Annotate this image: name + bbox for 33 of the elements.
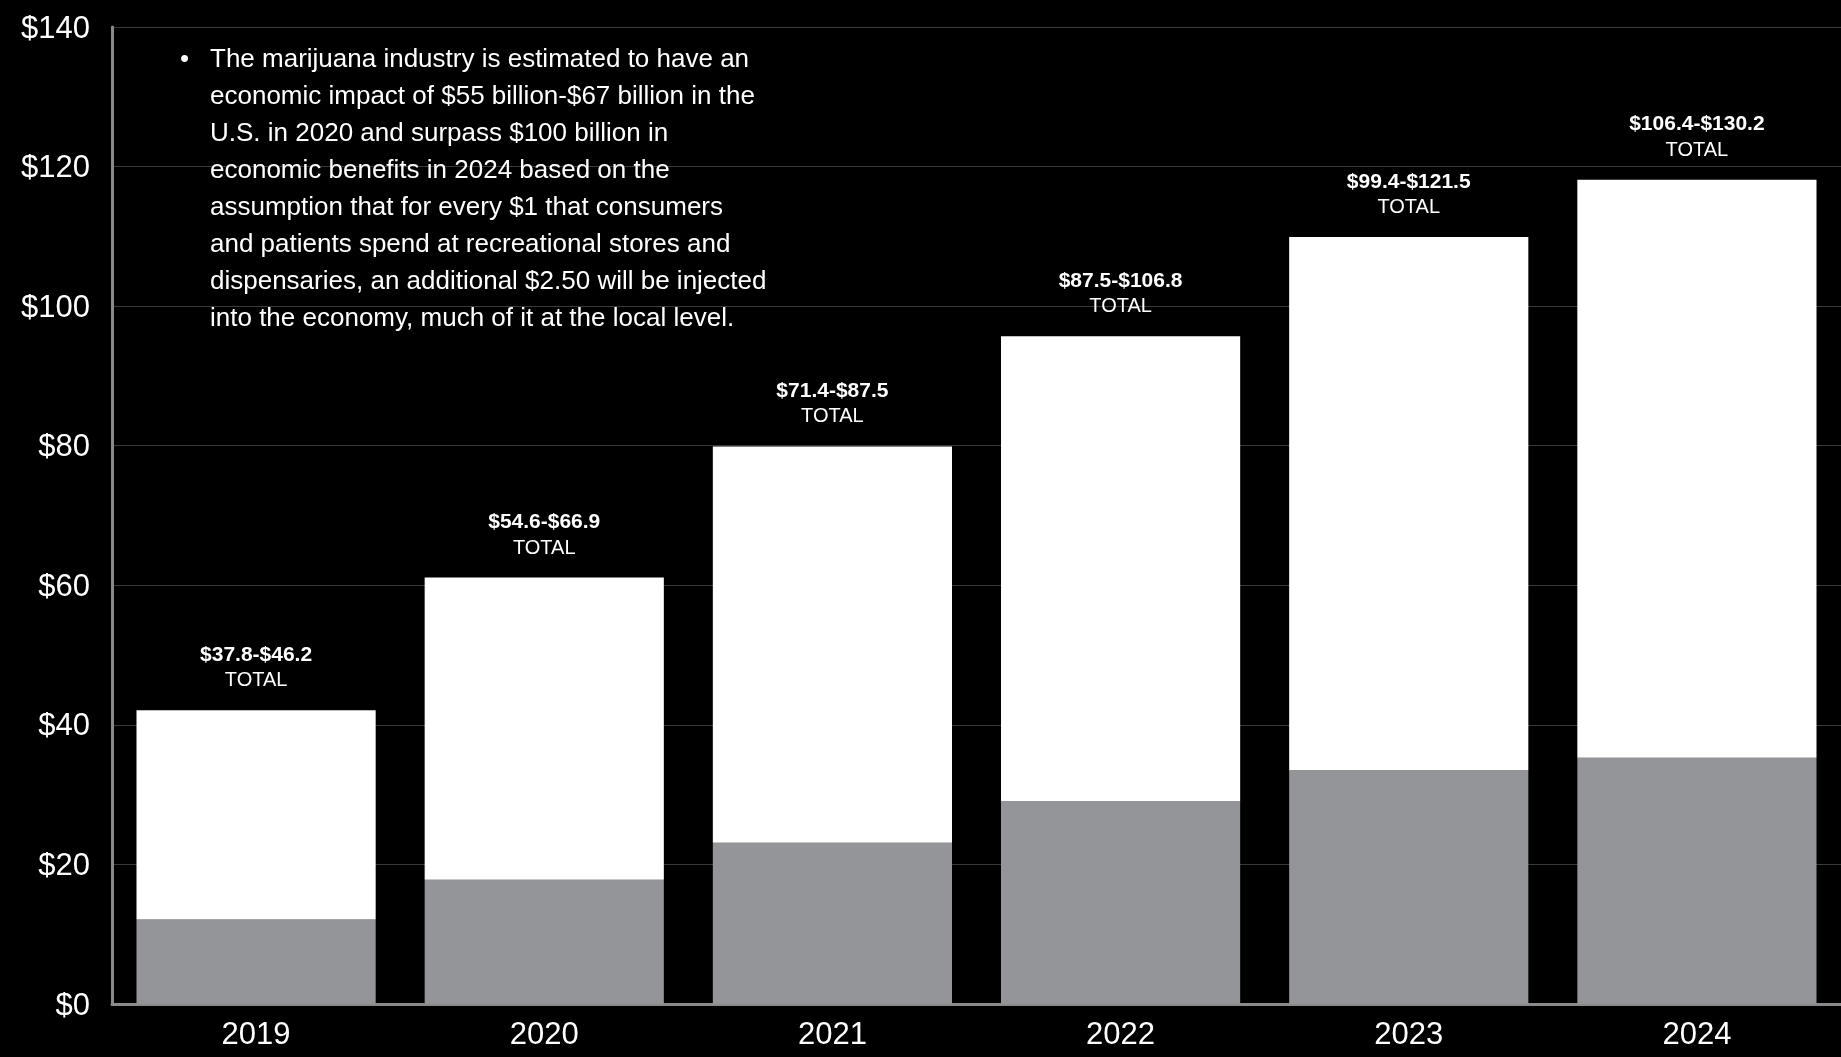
bar: [1577, 757, 1817, 1004]
x-tick-label: 2020: [509, 1016, 579, 1051]
bar: [712, 446, 953, 843]
y-tick-label: $100: [21, 288, 90, 324]
bar: [424, 577, 664, 880]
total-label: $106.4-$130.2 TOTAL: [1629, 111, 1765, 160]
total-label: $54.6-$66.9 TOTAL: [488, 509, 601, 558]
bar: [1289, 770, 1529, 1004]
x-tick-label: 2019: [221, 1016, 291, 1051]
bar: [1000, 800, 1241, 1004]
y-tick-label: $0: [55, 986, 90, 1022]
bar: [136, 919, 376, 1004]
x-tick-label: 2024: [1662, 1016, 1732, 1051]
total-label: $99.4-$121.5 TOTAL: [1346, 168, 1471, 218]
total-label: $87.5-$106.8 TOTAL: [1058, 267, 1183, 317]
bar: [1000, 336, 1241, 801]
x-tick-label: 2023: [1374, 1016, 1444, 1051]
y-tick-label: $140: [21, 9, 90, 45]
x-tick-label: 2021: [797, 1016, 867, 1051]
bar: [424, 879, 664, 1004]
bar: [712, 842, 953, 1004]
bar: [136, 710, 376, 920]
y-tick-label: $80: [38, 428, 90, 464]
annotation: • The marijuana industry is estimated to have an economic impact of $55 billion-$67 billion in the U.S. in 2020 and surpass $100 billion in economic benefits in 2024 based on the assumption that for every $1 that consumers and patients spend at recreational stores and dispensaries, an additional $2.50 will be injected into the economy, much of it at the local level.: [180, 42, 768, 334]
y-tick-label: $40: [38, 707, 90, 743]
y-tick-label: $120: [21, 149, 90, 185]
y-tick-label: $20: [38, 846, 90, 882]
total-label: $71.4-$87.5 TOTAL: [776, 377, 889, 427]
x-tick-label: 2022: [1086, 1016, 1156, 1051]
total-label: $37.8-$46.2 TOTAL: [200, 641, 313, 691]
bar: [1577, 179, 1817, 758]
bar: [1289, 237, 1529, 771]
y-tick-label: $60: [38, 567, 90, 603]
